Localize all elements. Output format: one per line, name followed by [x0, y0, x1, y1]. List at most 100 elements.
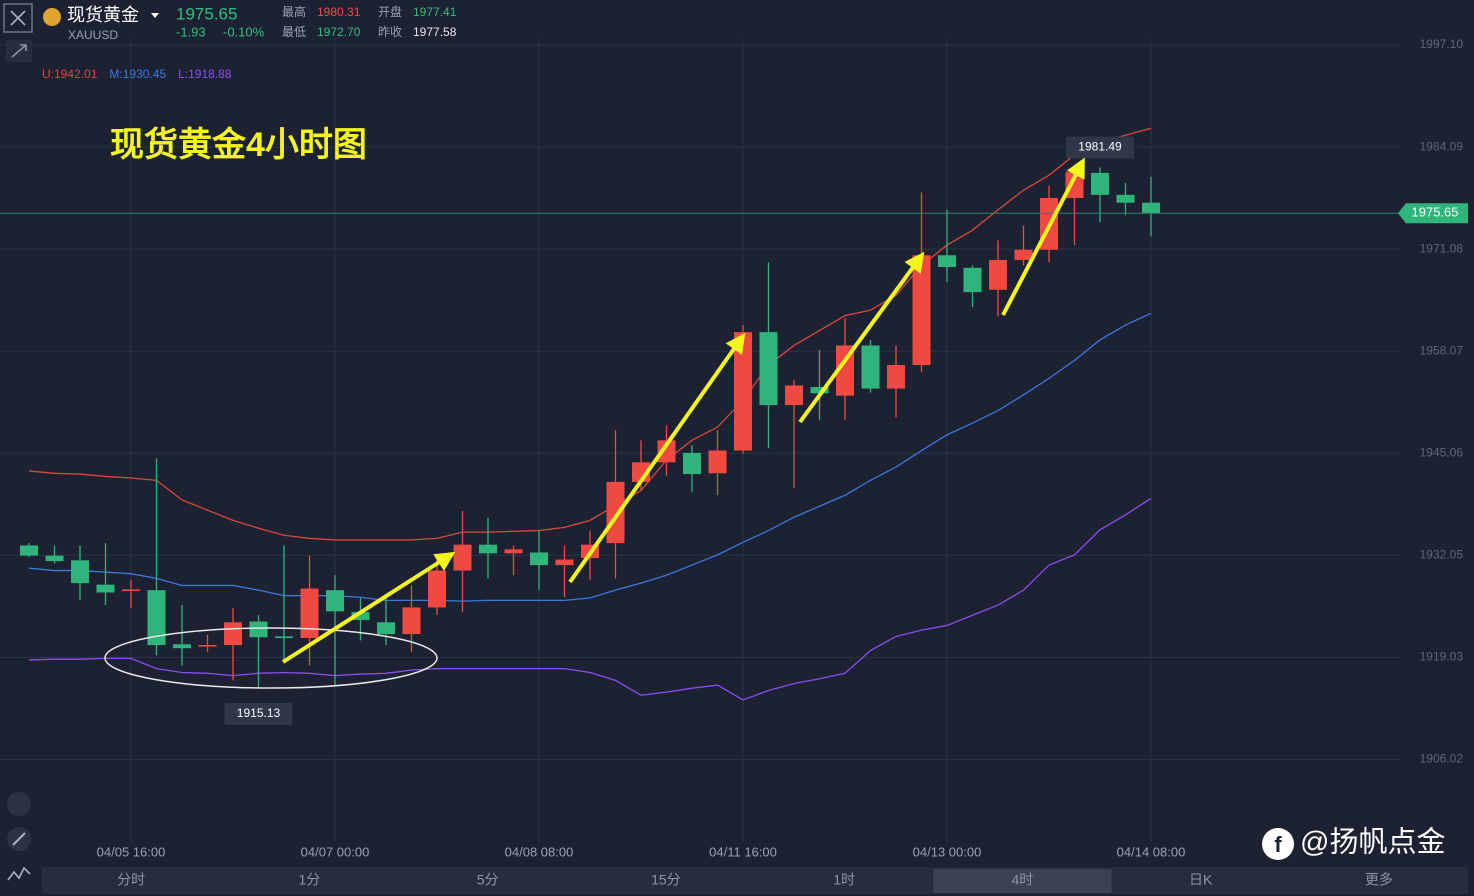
candle-body — [326, 590, 344, 612]
indicator-icon[interactable] — [7, 866, 31, 881]
dropdown-caret[interactable] — [151, 13, 159, 18]
stat-label: 最高 — [282, 4, 306, 19]
stat-label: 昨收 — [378, 25, 402, 39]
candle-body — [300, 588, 319, 638]
candle-body — [122, 589, 140, 591]
trend-arrow — [1001, 157, 1085, 316]
low-label-box — [224, 702, 293, 725]
bands — [28, 127, 1152, 701]
y-tick-label: 1932.05 — [1420, 547, 1464, 561]
watermark: @扬帆点金 — [1300, 826, 1445, 859]
indicator-label: M:1930.45 — [109, 67, 166, 81]
x-tick-label: 04/05 16:00 — [97, 844, 166, 859]
high-label: 1981.49 — [1078, 140, 1122, 154]
close-button[interactable] — [3, 3, 33, 33]
tool-button[interactable] — [7, 792, 31, 816]
candle-body — [530, 552, 548, 566]
active-tab — [933, 869, 1112, 893]
symbol-name: 现货黄金 — [67, 5, 139, 25]
last-price-label: 1975.65 — [1412, 205, 1459, 220]
candle-body — [938, 255, 956, 268]
candle-body — [147, 590, 166, 646]
y-tick-label: 1984.09 — [1420, 139, 1464, 153]
price-change-pct: -0.10% — [223, 24, 265, 39]
candle-body — [275, 636, 293, 638]
y-tick-label: 1906.02 — [1420, 752, 1464, 766]
x-tick-label: 04/13 00:00 — [913, 844, 982, 859]
candle-body — [683, 452, 701, 475]
indicator-legend: U:1942.01 M:1930.45 L:1918.88 — [42, 67, 232, 81]
candle-body — [173, 644, 191, 649]
watermark-icon — [1262, 828, 1294, 860]
y-tick-label: 1971.08 — [1420, 241, 1464, 255]
candle-body — [351, 612, 370, 620]
stat-label: 最低 — [282, 25, 306, 39]
candle-body — [1116, 194, 1135, 203]
highlight-ellipse — [104, 627, 438, 689]
candle-body — [836, 345, 854, 396]
candle-body — [504, 549, 523, 554]
y-tick-label: 1958.07 — [1420, 343, 1464, 357]
stat-value: 1977.58 — [413, 25, 457, 39]
tab[interactable]: 分时 — [117, 872, 145, 888]
tab[interactable]: 4时 — [1011, 872, 1033, 888]
candle-body — [785, 385, 803, 406]
band-line — [28, 127, 1152, 541]
tab[interactable]: 更多 — [1365, 872, 1393, 888]
candle-body — [249, 621, 268, 638]
last-price: 1975.65 — [176, 4, 237, 23]
price-change: -1.93 — [176, 24, 206, 39]
candle-body — [861, 345, 880, 389]
tab[interactable]: 1时 — [833, 872, 855, 888]
candle-body — [887, 365, 905, 389]
x-tick-label: 04/11 16:00 — [709, 844, 777, 859]
candle-body — [657, 440, 676, 463]
y-tick-label: 1997.10 — [1420, 37, 1464, 51]
candle-body — [734, 332, 752, 451]
stat-label: 开盘 — [378, 4, 402, 19]
candle-body — [606, 481, 625, 544]
indicator-label: L:1918.88 — [178, 67, 232, 81]
x-tick-label: 04/08 08:00 — [505, 844, 574, 859]
candle-body — [989, 259, 1007, 290]
candle-body — [963, 267, 982, 293]
low-label: 1915.13 — [237, 706, 281, 720]
gold-icon — [43, 8, 61, 26]
candle-body — [759, 332, 778, 406]
stat-value: 1977.41 — [413, 5, 457, 19]
candle-body — [20, 545, 38, 556]
tab[interactable]: 日K — [1189, 872, 1213, 888]
y-tick-label: 1919.03 — [1420, 650, 1464, 664]
candle-body — [377, 622, 395, 635]
tab[interactable]: 1分 — [298, 872, 320, 888]
stat-value: 1972.70 — [317, 25, 361, 39]
candle-body — [402, 607, 421, 635]
candle-body — [96, 584, 115, 593]
tab[interactable]: 15分 — [651, 872, 681, 888]
candle-body — [810, 387, 829, 394]
x-tick-label: 04/14 08:00 — [1117, 844, 1186, 859]
x-tick-label: 04/07 00:00 — [301, 844, 370, 859]
stat-value: 1980.31 — [317, 5, 361, 19]
candle-body — [198, 645, 217, 647]
trend-arrow — [568, 332, 746, 584]
chart-title: 现货黄金4小时图 — [110, 125, 367, 164]
candle-body — [555, 559, 574, 566]
trend-arrow — [798, 251, 925, 424]
indicator-label: U:1942.01 — [42, 67, 98, 81]
stats: 最高 1980.31 开盘 1977.41 最低 1972.70 昨收 1977.58 — [282, 4, 457, 39]
candles: 1975.65 1981.49 1915.13 — [0, 136, 1468, 725]
y-tick-label: 1945.06 — [1420, 445, 1464, 459]
grid: 1997.10 1984.09 1971.08 1958.07 1945.06 1932.… — [0, 37, 1463, 859]
watermark-icon-letter: f — [1274, 832, 1282, 857]
candle-body — [708, 450, 727, 474]
band-line — [28, 497, 1152, 701]
candle-body — [1014, 249, 1033, 260]
tab[interactable]: 5分 — [477, 872, 499, 888]
candle-body — [1091, 172, 1109, 195]
close-icon — [10, 10, 26, 26]
trend-arrow — [281, 551, 456, 664]
tabs: 分时 1分 5分 15分 1时 4时 日K 更多 — [117, 869, 1393, 893]
